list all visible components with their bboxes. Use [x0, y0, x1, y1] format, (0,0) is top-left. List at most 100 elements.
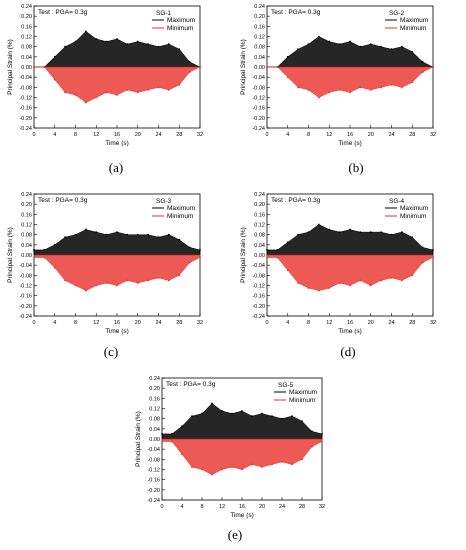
x-tick-label: 12	[93, 320, 99, 326]
y-tick-label: 0.24	[21, 4, 32, 10]
data-point-maximum	[286, 55, 289, 58]
data-point-minimum	[64, 91, 67, 94]
panel-label: (d)	[340, 344, 356, 359]
y-tick-label: 0.12	[254, 35, 265, 41]
y-tick-label: 0.20	[21, 14, 32, 20]
x-tick-label: 32	[197, 320, 203, 326]
x-tick-label: 8	[307, 132, 310, 138]
data-point-minimum	[276, 66, 279, 68]
panel-label: (c)	[103, 344, 119, 359]
x-tick-label: 12	[219, 504, 225, 510]
y-tick-label: 0.24	[149, 376, 160, 382]
data-point-maximum	[126, 43, 129, 46]
data-point-minimum	[297, 282, 300, 284]
data-point-maximum	[188, 246, 191, 249]
y-tick-label: 0.04	[254, 55, 265, 61]
data-point-maximum	[199, 249, 201, 251]
data-point-minimum	[286, 269, 289, 272]
data-point-maximum	[317, 223, 320, 226]
data-point-maximum	[147, 233, 150, 236]
y-tick-label: -0.12	[19, 96, 32, 102]
legend-label-minimum: Minimum	[400, 213, 426, 220]
data-point-maximum	[380, 45, 383, 48]
x-tick-label: 28	[176, 132, 182, 138]
data-point-minimum	[105, 91, 108, 94]
data-point-maximum	[53, 243, 56, 246]
y-tick-label: -0.04	[19, 75, 32, 81]
data-point-maximum	[241, 410, 243, 412]
data-point-maximum	[390, 48, 393, 51]
x-axis-label: Time (s)	[105, 328, 129, 335]
x-tick-label: 16	[347, 320, 353, 326]
y-tick-label: 0.04	[149, 427, 160, 433]
y-tick-label: -0.20	[252, 304, 265, 310]
data-point-maximum	[43, 249, 46, 251]
data-point-minimum	[266, 256, 268, 259]
y-tick-label: -0.12	[252, 284, 265, 290]
data-point-maximum	[400, 231, 403, 234]
data-point-maximum	[359, 231, 362, 234]
data-point-maximum	[301, 420, 303, 423]
x-tick-label: 4	[53, 132, 56, 138]
data-point-maximum	[136, 40, 139, 43]
y-tick-label: 0.20	[21, 202, 32, 208]
data-point-minimum	[421, 261, 424, 264]
series-minimum	[161, 438, 323, 475]
panel-d: 0.24 0.20 0.16 0.12 0.08 0.04 0.00 -0.04 -0.08 -0…	[233, 188, 466, 368]
y-tick-label: -0.24	[19, 126, 32, 132]
y-axis-label: Principal Strain (%)	[7, 39, 14, 95]
data-point-minimum	[147, 88, 150, 91]
data-point-minimum	[126, 279, 129, 282]
data-point-maximum	[297, 48, 300, 51]
y-tick-label: -0.04	[252, 263, 265, 269]
x-tick-label: 4	[286, 132, 289, 138]
data-point-minimum	[199, 66, 201, 68]
y-tick-label: 0.08	[21, 233, 32, 239]
y-tick-label: -0.24	[252, 314, 265, 320]
data-point-minimum	[307, 88, 310, 91]
x-tick-label: 28	[176, 320, 182, 326]
data-point-minimum	[349, 91, 351, 94]
data-point-minimum	[390, 276, 393, 279]
data-point-minimum	[74, 284, 77, 287]
test-annotation: Test : PGA= 0.3g	[166, 381, 216, 388]
legend-label-maximum: Maximum	[167, 205, 195, 212]
x-tick-label: 16	[347, 132, 353, 138]
data-point-minimum	[328, 91, 331, 94]
x-tick-label: 28	[409, 320, 415, 326]
y-tick-label: 0.12	[149, 407, 160, 413]
panel-a: 0.24 0.20 0.16 0.12 0.08 0.04 0.00 -0.04 -0.08 -0…	[0, 0, 233, 180]
legend-label-maximum: Maximum	[400, 205, 428, 212]
data-point-maximum	[171, 433, 173, 435]
data-point-maximum	[188, 61, 191, 63]
x-tick-label: 24	[388, 132, 394, 138]
data-point-maximum	[338, 231, 341, 234]
panel-e: 0.24 0.20 0.16 0.12 0.08 0.04 0.00 -0.04 -0.08 -0…	[118, 372, 351, 550]
panel-label: (e)	[227, 527, 243, 542]
data-point-minimum	[116, 94, 118, 96]
x-tick-label: 4	[53, 320, 56, 326]
x-tick-label: 0	[160, 504, 163, 510]
data-point-minimum	[33, 66, 35, 68]
x-tick-label: 4	[180, 504, 183, 510]
data-point-minimum	[136, 91, 139, 94]
legend-label-minimum: Minimum	[289, 397, 315, 404]
y-tick-label: 0.08	[21, 45, 32, 51]
x-tick-label: 28	[299, 504, 305, 510]
data-point-minimum	[359, 279, 362, 282]
x-tick-label: 16	[114, 132, 120, 138]
data-point-maximum	[116, 38, 118, 40]
chart-sg-5: 0.24 0.20 0.16 0.12 0.08 0.04 0.00 -0.04 -0.08 -0…	[135, 376, 325, 519]
data-point-minimum	[199, 256, 201, 259]
y-tick-label: -0.08	[19, 85, 32, 91]
data-point-maximum	[161, 433, 163, 435]
series-minimum	[266, 254, 434, 291]
data-point-maximum	[105, 40, 108, 43]
x-tick-label: 4	[286, 320, 289, 326]
gauge-label: SG-4	[389, 198, 405, 205]
data-point-minimum	[291, 463, 293, 466]
x-tick-label: 8	[74, 132, 77, 138]
x-tick-label: 24	[155, 320, 161, 326]
data-point-minimum	[84, 101, 87, 104]
data-point-minimum	[390, 83, 393, 86]
